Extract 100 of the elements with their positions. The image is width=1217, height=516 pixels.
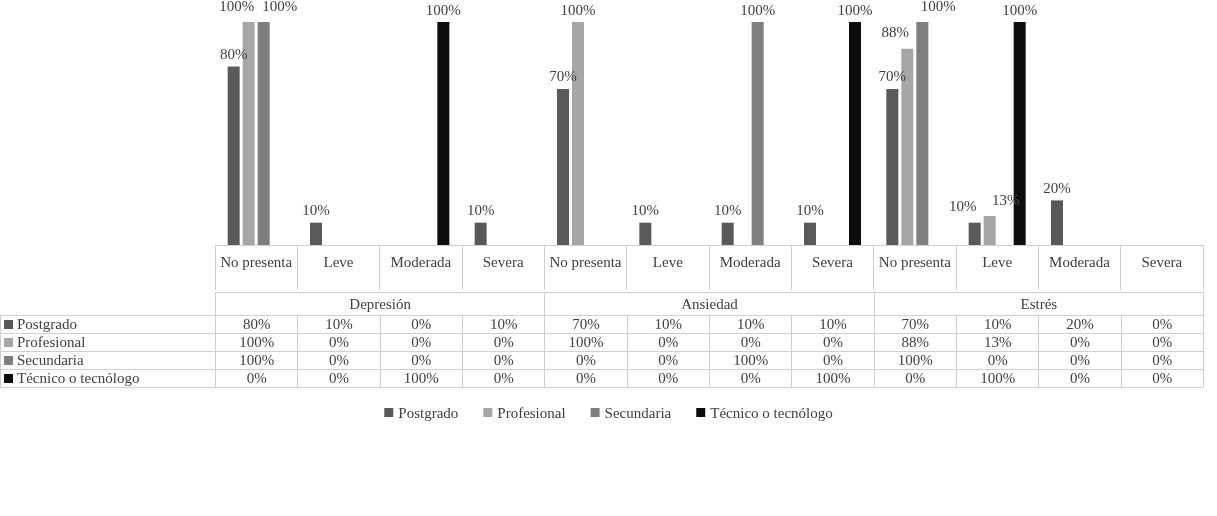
x-tick-label: No presenta	[878, 253, 952, 270]
legend-label: Postgrado	[398, 404, 459, 421]
text: 10%	[302, 202, 330, 219]
x-tick-label: Moderada	[1049, 253, 1111, 270]
data-label: 0%	[380, 351, 463, 370]
data-label: 0%	[1038, 369, 1122, 388]
data-label: 10%	[462, 315, 545, 334]
legend-label: Profesional	[497, 404, 566, 421]
text: Profesional	[17, 334, 86, 350]
x-tick-label: Moderada	[719, 253, 781, 270]
data-label: 0%	[462, 369, 545, 388]
data-label: 0%	[791, 351, 875, 370]
legend-label: Técnico o tecnólogo	[710, 404, 833, 421]
data-label: 0%	[1121, 315, 1204, 334]
text: 20%	[1043, 179, 1071, 196]
bar	[227, 66, 240, 245]
data-label: 80%	[215, 315, 298, 334]
data-label: 10%	[791, 315, 875, 334]
data-label: 0%	[1121, 369, 1204, 388]
data-label: 0%	[380, 333, 463, 352]
data-label: 100%	[709, 351, 792, 370]
legend-label: Secundaria	[604, 404, 672, 421]
bar	[257, 22, 270, 245]
data-label: 100%	[956, 369, 1039, 388]
x-tick-label: Moderada	[390, 253, 452, 270]
text: 100%	[740, 1, 776, 18]
bar	[968, 222, 981, 245]
data-label: 10%	[709, 315, 792, 334]
bar	[474, 222, 487, 245]
text: 10%	[796, 202, 824, 219]
data-label: 0%	[215, 369, 298, 388]
data-label: 0%	[627, 369, 710, 388]
text: 10%	[631, 202, 660, 219]
x-tick-label: Severa	[1141, 253, 1183, 270]
x-tick-label: Severa	[812, 253, 854, 270]
bar	[983, 216, 996, 245]
x-tick-label: No presenta	[220, 253, 293, 270]
data-label: 0%	[297, 369, 381, 388]
data-label: 0%	[791, 333, 875, 352]
text: 100%	[1002, 1, 1038, 18]
text: Técnico o tecnólogo	[17, 370, 140, 386]
text: Estrés	[874, 292, 1204, 316]
text: 10%	[948, 198, 977, 215]
data-label: 0%	[462, 333, 545, 352]
bar	[916, 22, 929, 245]
data-label: 0%	[709, 333, 792, 352]
bar	[721, 222, 734, 245]
data-label: 0%	[544, 369, 628, 388]
data-label: 100%	[874, 351, 957, 370]
text: 100%	[560, 1, 596, 18]
text: Ansiedad	[544, 292, 875, 316]
data-label: 100%	[544, 333, 628, 352]
bar	[557, 88, 569, 245]
data-label: 10%	[627, 315, 710, 334]
data-label: 0%	[874, 369, 957, 388]
text: 10%	[713, 202, 742, 219]
bar	[751, 22, 764, 245]
data-label: 0%	[1038, 333, 1122, 352]
data-label: 0%	[297, 351, 381, 370]
data-label: 0%	[1121, 351, 1204, 370]
text: 88%	[881, 24, 910, 41]
data-label: 0%	[1038, 351, 1122, 370]
bar	[804, 222, 816, 245]
text: 70%	[549, 68, 577, 85]
data-label: 0%	[709, 369, 792, 388]
data-label: 20%	[1038, 315, 1122, 334]
data-label: 13%	[956, 333, 1039, 352]
data-label: 10%	[956, 315, 1039, 334]
bar	[639, 222, 652, 245]
bar	[310, 222, 322, 245]
text: 100%	[262, 0, 298, 14]
data-label: 0%	[297, 333, 381, 352]
text: 100%	[425, 1, 461, 18]
data-label: 100%	[215, 333, 298, 352]
text: 100%	[920, 0, 956, 14]
data-label: 0%	[627, 333, 710, 352]
bar	[1051, 200, 1063, 245]
data-label: 0%	[956, 351, 1039, 370]
text: 10%	[466, 202, 495, 219]
x-tick-label: Leve	[323, 253, 354, 270]
data-label: 100%	[791, 369, 875, 388]
text: 80%	[219, 46, 248, 63]
text: 70%	[878, 68, 907, 85]
x-tick-label: Leve	[652, 253, 684, 270]
x-tick-label: No presenta	[549, 253, 622, 270]
data-label: 100%	[215, 351, 298, 370]
data-label: 100%	[380, 369, 463, 388]
bar	[849, 22, 861, 245]
data-label: 0%	[544, 351, 628, 370]
data-label: 0%	[1121, 333, 1204, 352]
data-label: 88%	[874, 333, 957, 352]
bar	[437, 22, 450, 245]
data-label: 70%	[874, 315, 957, 334]
text: Depresión	[215, 292, 545, 316]
text: 100%	[219, 0, 255, 14]
data-label: 70%	[544, 315, 628, 334]
bar	[886, 88, 899, 245]
data-label: 10%	[297, 315, 381, 334]
x-tick-label: Severa	[482, 253, 524, 270]
data-label: 0%	[380, 315, 463, 334]
